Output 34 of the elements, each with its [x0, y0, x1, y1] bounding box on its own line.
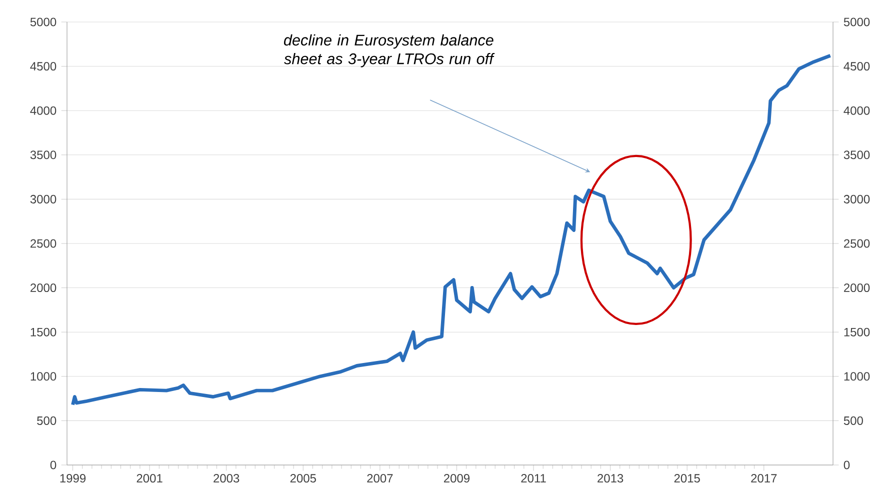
y-tick-label: 2000 [30, 284, 56, 292]
x-tick-label: 1999 [60, 474, 86, 483]
x-tick-label: 2003 [214, 474, 240, 483]
y-tick-label: 1500 [30, 328, 56, 336]
y-tick-label: 2500 [30, 239, 56, 248]
y-tick-label: 3500 [30, 150, 56, 160]
y-tick-label: 500 [37, 416, 56, 425]
line-series [71, 54, 832, 406]
annotation: decline in Eurosystem balance sheet as 3-year LTROs run off [284, 34, 495, 68]
y2-tick-label: 4500 [844, 62, 870, 71]
y2-tick-label: 4000 [844, 106, 870, 115]
x-tick-label: 2015 [674, 474, 700, 483]
y2-tick-label: 0 [844, 460, 850, 470]
y2-tick-label: 1000 [844, 372, 870, 381]
x-tick-label: 2007 [367, 474, 393, 483]
y2-tick-label: 2500 [844, 239, 870, 248]
y2-tick-label: 3000 [844, 194, 870, 204]
x-tick-label: 2017 [751, 474, 777, 483]
y2-tick-label: 2000 [844, 284, 870, 292]
y-tick-label: 4500 [30, 62, 56, 71]
y-tick-label: 3000 [30, 194, 56, 204]
x-tick-label: 2001 [136, 474, 162, 483]
x-tick-label: 2005 [290, 474, 316, 483]
y2-tick-label: 500 [844, 416, 863, 425]
y2-tick-label: 1500 [844, 328, 870, 336]
y2-tick-label: 3500 [844, 150, 870, 160]
y-tick-label: 5000 [30, 18, 56, 26]
y-tick-label: 1000 [30, 372, 56, 381]
x-tick-label: 2011 [521, 474, 546, 483]
x-tick-label: 2013 [598, 474, 624, 483]
x-tick-label: 2009 [444, 474, 470, 483]
y2-tick-label: 5000 [844, 18, 870, 26]
y-tick-label: 0 [50, 460, 56, 470]
y-tick-label: 4000 [30, 106, 56, 115]
